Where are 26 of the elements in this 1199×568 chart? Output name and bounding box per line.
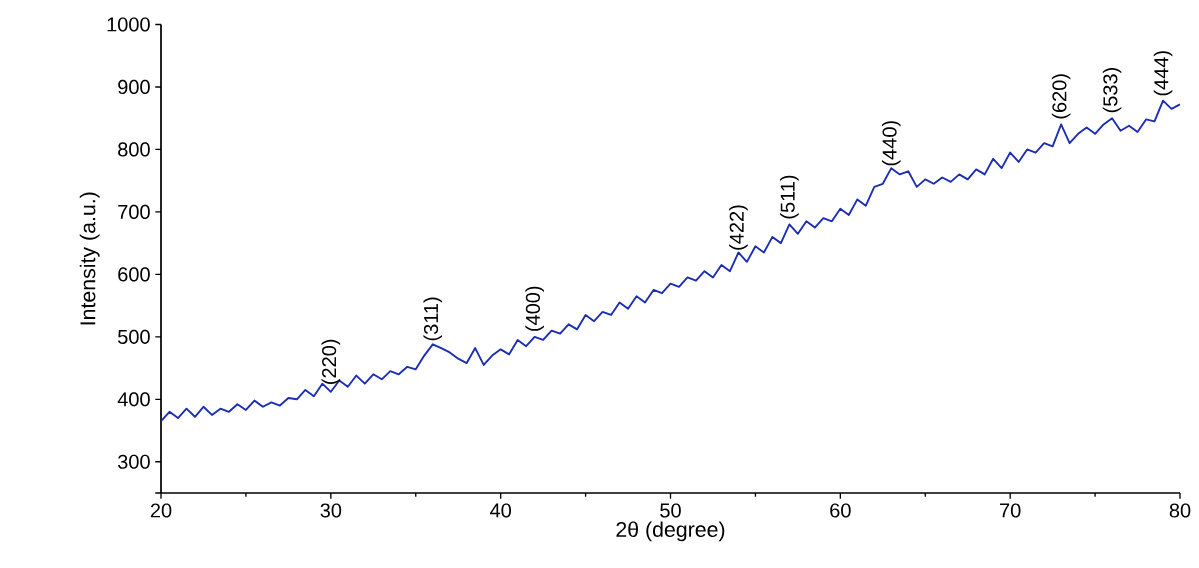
annotation: (444) (1153, 51, 1173, 96)
y-tick-label: 300 (117, 454, 150, 469)
x-tick-label: 80 (1169, 503, 1191, 518)
x-tick-label: 20 (150, 503, 172, 518)
annotation: (220) (321, 339, 341, 384)
annotation: (422) (729, 205, 748, 250)
y-tick-label: 600 (118, 267, 150, 282)
annotation: (440) (881, 121, 901, 166)
y-tick-label: 1000 (107, 17, 150, 32)
x-tick-label: 40 (490, 503, 511, 518)
x-tick-label: 50 (660, 503, 681, 518)
x-tick-label: 60 (830, 503, 851, 518)
annotation: (400) (525, 286, 544, 331)
annotation: (620) (1051, 74, 1071, 119)
y-tick-label: 400 (117, 392, 150, 407)
y-tick-label: 800 (118, 142, 150, 157)
y-tick-label: 500 (118, 329, 150, 344)
annotation: (311) (423, 297, 443, 341)
y-tick-label: 900 (118, 79, 150, 95)
annotation: (533) (1102, 68, 1122, 113)
y-axis-title: Intensity (a.u.) (79, 192, 100, 325)
x-tick-label: 30 (320, 503, 342, 518)
y-tick-label: 700 (118, 204, 150, 219)
x-tick-label: 70 (1000, 503, 1021, 518)
annotation: (511) (780, 175, 799, 219)
x-axis-title: 2θ (degree) (616, 521, 725, 542)
